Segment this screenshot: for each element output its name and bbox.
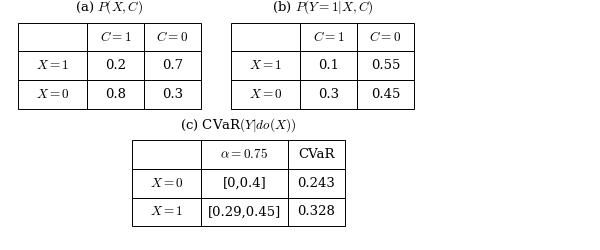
Bar	[132, 140, 201, 169]
Bar	[201, 169, 288, 198]
Text: 0.45: 0.45	[371, 88, 400, 101]
Text: $C=1$: $C=1$	[313, 30, 344, 44]
Bar	[231, 22, 300, 51]
Text: 0.8: 0.8	[105, 88, 126, 101]
Bar	[201, 140, 288, 169]
Bar	[87, 22, 144, 51]
Text: 0.2: 0.2	[105, 59, 126, 72]
Text: 0.328: 0.328	[298, 206, 335, 218]
Text: $C=0$: $C=0$	[157, 30, 188, 44]
Bar	[288, 198, 345, 226]
Bar	[288, 169, 345, 198]
Bar	[132, 198, 201, 226]
Text: 0.243: 0.243	[298, 176, 335, 190]
Text: CVaR: CVaR	[298, 148, 335, 161]
Bar	[144, 22, 201, 51]
Bar	[300, 80, 357, 109]
Text: (a) $P(X,C)$: (a) $P(X,C)$	[76, 0, 143, 16]
Bar	[18, 22, 87, 51]
Bar	[144, 80, 201, 109]
Text: $X=0$: $X=0$	[149, 176, 184, 190]
Bar	[357, 80, 414, 109]
Bar	[357, 22, 414, 51]
Text: 0.3: 0.3	[162, 88, 183, 101]
Bar	[231, 51, 300, 80]
Bar	[300, 51, 357, 80]
Text: 0.3: 0.3	[318, 88, 339, 101]
Bar	[87, 51, 144, 80]
Text: [0,0.4]: [0,0.4]	[223, 176, 266, 190]
Bar	[18, 51, 87, 80]
Text: $C=1$: $C=1$	[100, 30, 131, 44]
Text: 0.1: 0.1	[318, 59, 339, 72]
Bar	[231, 80, 300, 109]
Text: $X=1$: $X=1$	[249, 59, 282, 72]
Text: 0.55: 0.55	[371, 59, 400, 72]
Text: $X=0$: $X=0$	[35, 88, 70, 101]
Text: $X=1$: $X=1$	[150, 206, 183, 218]
Bar	[87, 80, 144, 109]
Bar	[144, 51, 201, 80]
Bar	[18, 80, 87, 109]
Bar	[132, 169, 201, 198]
Bar	[288, 140, 345, 169]
Text: $X=0$: $X=0$	[248, 88, 283, 101]
Bar	[300, 22, 357, 51]
Text: 0.7: 0.7	[162, 59, 183, 72]
Text: (c) CVaR$(Y|do(X))$: (c) CVaR$(Y|do(X))$	[181, 116, 296, 134]
Text: (b) $P(Y=1|X,C)$: (b) $P(Y=1|X,C)$	[272, 0, 373, 16]
Text: $C=0$: $C=0$	[370, 30, 401, 44]
Text: $X=1$: $X=1$	[36, 59, 69, 72]
Text: $\alpha=0.75$: $\alpha=0.75$	[220, 147, 269, 162]
Text: [0.29,0.45]: [0.29,0.45]	[208, 206, 281, 218]
Bar	[201, 198, 288, 226]
Bar	[357, 51, 414, 80]
